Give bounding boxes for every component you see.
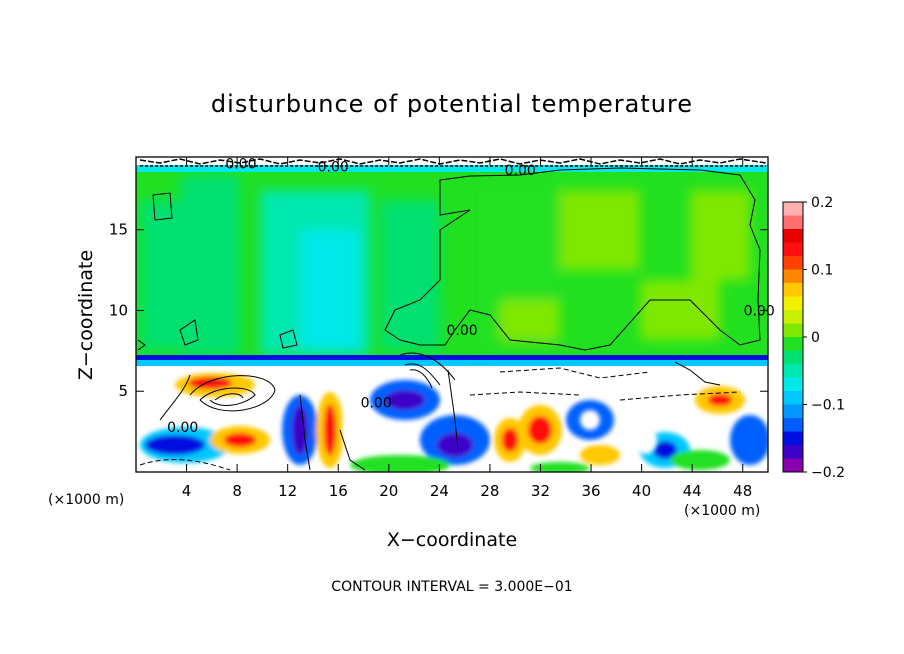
colorbar-swatch (783, 323, 803, 338)
colorbar-swatch (783, 229, 803, 243)
colorbar: 0.2 0.1 0 −0.1 −0.2 (782, 195, 845, 481)
x-unit-left: (×1000 m) (48, 492, 124, 508)
x-tick-label: 20 (379, 482, 398, 500)
x-tick-label: 12 (278, 482, 297, 500)
y-axis-ticks: 5 10 15 (109, 221, 768, 400)
colorbar-swatch (783, 364, 803, 378)
x-tick-label: 4 (182, 482, 192, 500)
contour-label: 0.00 (225, 156, 256, 172)
colorbar-swatch (783, 202, 803, 216)
colorbar-swatch (783, 296, 803, 311)
colorbar-swatch (783, 431, 803, 446)
colorbar-swatch (783, 445, 803, 459)
colorbar-tick-label: −0.2 (811, 465, 845, 481)
colorbar-swatch (783, 310, 803, 324)
colorbar-swatch (783, 404, 803, 419)
x-unit-right: (×1000 m) (684, 503, 760, 519)
y-tick-label: 15 (109, 221, 128, 239)
y-tick-label: 5 (118, 382, 128, 400)
x-tick-label: 16 (329, 482, 348, 500)
x-axis-ticks: 4 8 12 16 20 24 28 32 36 40 44 48 (182, 157, 752, 500)
colorbar-swatch (783, 337, 803, 351)
colorbar-swatch (783, 391, 803, 405)
contour-label: 0.00 (318, 160, 349, 176)
colorbar-tick-label: 0 (811, 330, 820, 346)
x-tick-label: 36 (581, 482, 600, 500)
x-tick-label: 8 (232, 482, 242, 500)
x-axis-label: X−coordinate (387, 529, 517, 551)
contour-interval-note: CONTOUR INTERVAL = 3.000E−01 (331, 579, 572, 595)
x-tick-label: 48 (733, 482, 752, 500)
plot-frame (135, 156, 769, 473)
colorbar-tick-label: 0.2 (811, 195, 833, 211)
colorbar-swatch (783, 350, 803, 365)
field (136, 157, 768, 472)
contour-label: 0.00 (505, 163, 536, 179)
contour-label: 0.00 (361, 396, 392, 412)
colorbar-swatch (783, 283, 803, 297)
colorbar-swatch (783, 242, 803, 257)
y-axis-label: Z−coordinate (75, 250, 97, 380)
contour-labels: 0.00 0.00 0.00 0.00 0.00 0.00 0.00 (167, 156, 775, 435)
colorbar-swatch (783, 269, 803, 284)
colorbar-swatch (783, 256, 803, 270)
colorbar-tick-label: −0.1 (811, 398, 845, 414)
chart-title: disturbunce of potential temperature (211, 90, 693, 118)
colorbar-swatch (783, 458, 803, 473)
x-tick-label: 32 (531, 482, 550, 500)
x-tick-label: 44 (683, 482, 702, 500)
colorbar-swatch (783, 215, 803, 230)
x-tick-label: 40 (632, 482, 651, 500)
y-tick-label: 10 (109, 301, 128, 319)
contour-label: 0.00 (167, 420, 198, 436)
contour-label: 0.00 (447, 323, 478, 339)
colorbar-swatch (783, 377, 803, 392)
x-tick-label: 24 (430, 482, 449, 500)
colorbar-tick-label: 0.1 (811, 263, 833, 279)
colorbar-swatch (783, 418, 803, 432)
x-tick-label: 28 (480, 482, 499, 500)
contour-label: 0.00 (744, 303, 775, 319)
